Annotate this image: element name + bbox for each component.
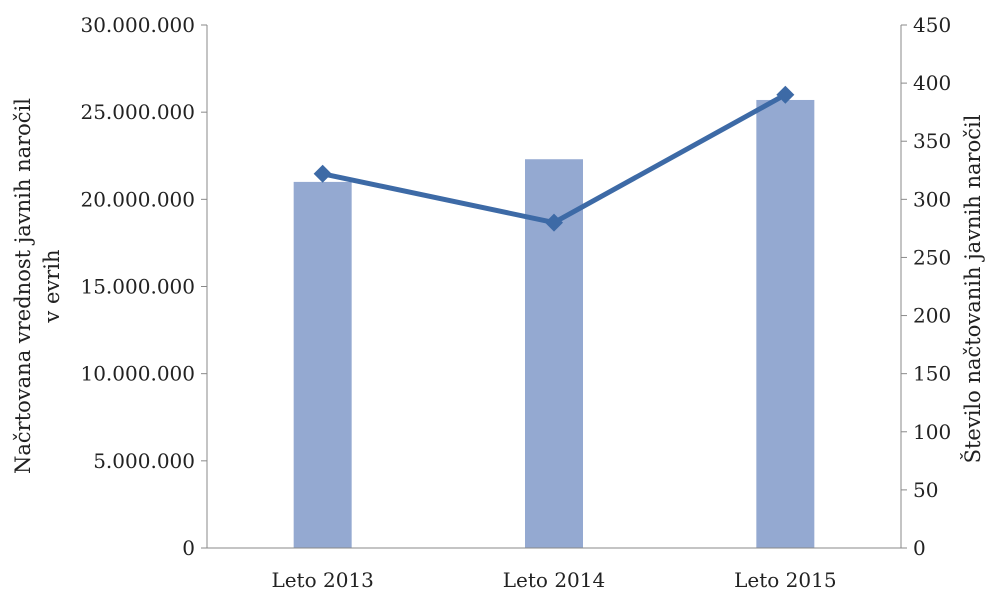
line-marker [776,85,795,104]
right-axis-tick-label: 350 [913,129,951,153]
bar [293,181,352,548]
right-axis-tick-label: 50 [913,478,938,502]
right-axis-title: Število načtovanih javnih naročil [960,114,985,463]
right-axis-tick-label: 0 [913,536,926,560]
left-axis-tick-label: 30.000.000 [80,13,195,37]
x-axis-tick-label: Leto 2015 [734,568,836,592]
right-axis-tick-label: 100 [913,420,951,444]
left-axis-tick-label: 20.000.000 [80,187,195,211]
left-axis: 0 5.000.000 10.000.000 15.000.000 20.000.000… [80,13,208,560]
right-axis-tick-label: 400 [913,71,951,95]
right-axis-tick-label: 250 [913,245,951,269]
left-axis-title-line-2: v evrih [40,249,64,323]
x-axis-tick-label: Leto 2014 [503,568,605,592]
left-axis-tick-label: 5.000.000 [93,449,195,473]
right-axis-tick-label: 200 [913,304,951,328]
line-marker [313,164,332,183]
left-axis-tick-label: 10.000.000 [80,362,195,386]
bar-series [293,99,815,549]
line-marker [545,213,563,232]
left-axis-tick-label: 0 [182,536,195,560]
left-axis-title: Načrtovana vrednost javnih naročil v evr… [11,98,64,474]
left-axis-tick-label: 25.000.000 [80,100,195,124]
left-axis-tick-label: 15.000.000 [80,275,195,299]
right-axis-tick-label: 300 [913,187,951,211]
bar [756,99,815,549]
right-axis: 0 50 100 150 200 250 300 350 400 450 [900,13,951,560]
line-series [313,85,795,232]
x-axis: Leto 2013 Leto 2014 Leto 2015 [207,547,901,592]
x-axis-tick-label: Leto 2013 [271,568,373,592]
right-axis-tick-label: 150 [913,362,951,386]
left-axis-title-line-1: Načrtovana vrednost javnih naročil [11,98,35,474]
right-axis-tick-label: 450 [913,13,951,37]
